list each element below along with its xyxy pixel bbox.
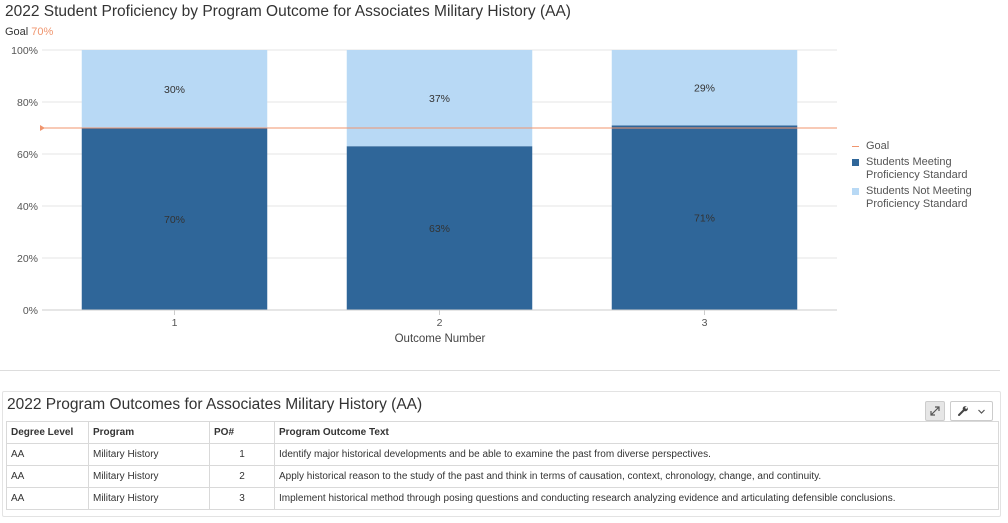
goal-marker xyxy=(40,125,45,131)
chart-legend: Goal Students Meeting Proficiency Standar… xyxy=(852,140,1002,214)
legend-label-meeting: Students Meeting Proficiency Standard xyxy=(866,156,968,182)
bar-not-meeting-3 xyxy=(611,50,798,126)
cell-outcome-text: Identify major historical developments a… xyxy=(274,443,999,466)
legend-label-meeting-line-1: Students Meeting xyxy=(866,156,952,168)
y-tick-label: 40% xyxy=(17,201,38,213)
table-row: AA Military History 3 Implement historic… xyxy=(6,487,999,510)
cell-po-number: 1 xyxy=(209,443,275,466)
data-label-not-meeting-3: 29% xyxy=(694,83,715,95)
legend-label-not-meeting-line-2: Proficiency Standard xyxy=(866,198,968,210)
program-outcomes-table: Degree Level Program PO# Program Outcome… xyxy=(6,421,999,510)
chart-title: 2022 Student Proficiency by Program Outc… xyxy=(5,3,571,20)
data-label-meeting-1: 70% xyxy=(164,214,185,226)
cell-po-number: 3 xyxy=(209,487,275,510)
legend-label-not-meeting-line-1: Students Not Meeting xyxy=(866,185,972,197)
table-header-row: Degree Level Program PO# Program Outcome… xyxy=(6,421,999,444)
program-outcomes-panel: 2022 Program Outcomes for Associates Mil… xyxy=(2,391,1001,517)
legend-swatch-goal xyxy=(852,146,859,147)
y-tick-label: 100% xyxy=(11,45,38,57)
data-label-meeting-2: 63% xyxy=(429,223,450,235)
stacked-bar-chart: 70% 30% 63% 37% 71% 29% 0% 20% 40% 60% 80% 100% 1 2 3… xyxy=(11,45,837,345)
bar-meeting-2 xyxy=(346,146,533,310)
goal-caption-label: Goal xyxy=(5,26,29,38)
cell-outcome-text: Implement historical method through posi… xyxy=(274,487,999,510)
goal-caption-value: 70% xyxy=(31,26,54,38)
cell-degree-level: AA xyxy=(6,487,89,510)
section-divider xyxy=(0,370,1000,371)
bar-meeting-3 xyxy=(611,125,798,311)
data-label-meeting-3: 71% xyxy=(694,213,715,225)
x-tick-label: 2 xyxy=(437,317,443,329)
expand-button[interactable] xyxy=(925,401,945,421)
legend-item-goal[interactable]: Goal xyxy=(852,140,1002,153)
legend-item-meeting[interactable]: Students Meeting Proficiency Standard xyxy=(852,156,1002,182)
cell-program: Military History xyxy=(88,487,210,510)
x-axis-title: Outcome Number xyxy=(395,333,486,345)
x-tick-label: 3 xyxy=(702,317,708,329)
bar-not-meeting-1 xyxy=(81,50,268,128)
x-tick-label: 1 xyxy=(172,317,178,329)
cell-program: Military History xyxy=(88,443,210,466)
chart-data-labels: 70% 30% 63% 37% 71% 29% xyxy=(164,83,715,235)
legend-swatch-not-meeting xyxy=(852,188,859,195)
legend-item-not-meeting[interactable]: Students Not Meeting Proficiency Standard xyxy=(852,185,1002,211)
cell-degree-level: AA xyxy=(6,465,89,488)
cell-po-number: 2 xyxy=(209,465,275,488)
chart-axes: 0% 20% 40% 60% 80% 100% 1 2 3 xyxy=(11,45,837,329)
expand-icon xyxy=(930,406,940,416)
panel-title: 2022 Program Outcomes for Associates Mil… xyxy=(7,396,423,413)
legend-label-not-meeting: Students Not Meeting Proficiency Standard xyxy=(866,185,972,211)
table-row: AA Military History 2 Apply historical r… xyxy=(6,465,999,488)
tools-menu-button[interactable] xyxy=(950,401,993,421)
goal-caption: Goal 70% xyxy=(5,26,53,38)
bar-not-meeting-2 xyxy=(346,50,533,147)
y-tick-label: 80% xyxy=(17,97,38,109)
y-tick-label: 20% xyxy=(17,253,38,265)
table-row: AA Military History 1 Identify major his… xyxy=(6,443,999,466)
cell-outcome-text: Apply historical reason to the study of … xyxy=(274,465,999,488)
legend-label-meeting-line-2: Proficiency Standard xyxy=(866,169,968,181)
legend-label-goal-line-1: Goal xyxy=(866,140,890,152)
chevron-down-icon xyxy=(978,409,985,414)
column-header-po-number[interactable]: PO# xyxy=(209,421,275,444)
goal-line-group xyxy=(40,125,837,131)
cell-program: Military History xyxy=(88,465,210,488)
wrench-icon xyxy=(958,406,968,416)
bar-meeting-1 xyxy=(81,128,268,310)
column-header-outcome-text[interactable]: Program Outcome Text xyxy=(274,421,999,444)
data-label-not-meeting-2: 37% xyxy=(429,93,450,105)
column-header-program[interactable]: Program xyxy=(88,421,210,444)
column-header-degree-level[interactable]: Degree Level xyxy=(6,421,89,444)
y-tick-label: 0% xyxy=(23,305,38,317)
data-label-not-meeting-1: 30% xyxy=(164,84,185,96)
y-tick-label: 60% xyxy=(17,149,38,161)
cell-degree-level: AA xyxy=(6,443,89,466)
chart-bars xyxy=(81,50,798,311)
legend-label-goal: Goal xyxy=(866,140,889,153)
legend-swatch-meeting xyxy=(852,159,859,166)
